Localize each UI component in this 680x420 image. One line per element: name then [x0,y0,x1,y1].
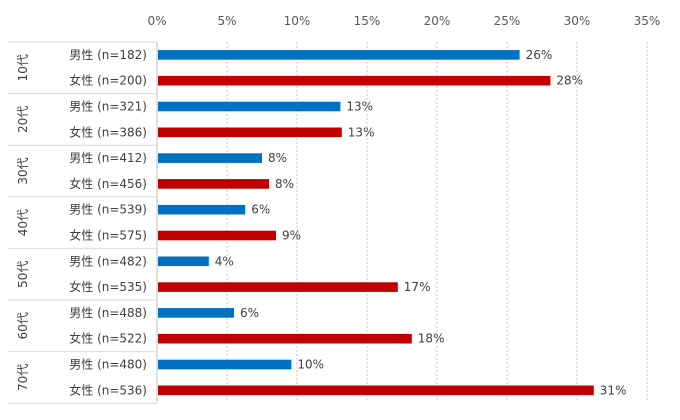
data-label: 13% [348,125,375,139]
bar-male [158,50,520,60]
data-label: 8% [275,177,294,191]
x-tick-label: 10% [284,14,311,28]
x-tick-label: 0% [147,14,166,28]
bar-female [158,127,342,138]
x-tick-label: 15% [354,14,381,28]
row-label: 男性 (n=488) [69,306,147,320]
row-label: 男性 (n=321) [69,100,147,114]
row-label: 男性 (n=480) [69,358,147,372]
data-label: 4% [215,254,234,268]
row-label: 男性 (n=482) [69,254,147,268]
x-tick-label: 35% [634,14,661,28]
row-label: 男性 (n=182) [69,48,147,62]
bar-female [158,75,551,86]
row-label: 女性 (n=536) [69,382,147,397]
data-label: 6% [240,306,259,320]
bar-female [158,282,398,292]
data-label: 17% [404,280,431,294]
data-label: 13% [346,100,373,114]
row-label: 女性 (n=575) [69,228,147,243]
row-label: 女性 (n=200) [69,73,147,88]
group-label: 70代 [16,364,30,391]
bar-male [158,204,246,215]
bar-female [158,385,594,396]
group-label: 20代 [16,106,30,133]
data-label: 31% [600,383,627,397]
row-label: 女性 (n=522) [69,331,147,346]
bar-male [158,308,234,318]
group-label: 60代 [16,312,30,339]
data-label: 8% [268,151,287,165]
data-label: 26% [526,48,553,62]
group-label: 50代 [16,261,30,288]
group-label: 30代 [16,157,30,184]
data-label: 6% [251,203,270,217]
bar-female [158,333,412,344]
group-label: 10代 [16,54,30,81]
bar-male [158,153,262,163]
row-label: 男性 (n=539) [69,203,147,217]
bar-male [158,256,209,267]
data-label: 10% [297,358,324,372]
bar-male [158,359,292,370]
x-tick-label: 20% [424,14,451,28]
data-label: 9% [282,229,301,243]
row-label: 女性 (n=456) [69,176,147,191]
x-tick-label: 30% [564,14,591,28]
row-label: 女性 (n=535) [69,279,147,294]
group-label: 40代 [16,209,30,236]
row-label: 男性 (n=412) [69,151,147,165]
x-tick-label: 25% [494,14,521,28]
bar-female [158,230,276,241]
x-tick-label: 5% [217,14,236,28]
row-label: 女性 (n=386) [69,124,147,139]
bar-male [158,101,341,112]
bar-female [158,179,269,189]
data-label: 28% [556,74,583,88]
data-label: 18% [418,332,445,346]
